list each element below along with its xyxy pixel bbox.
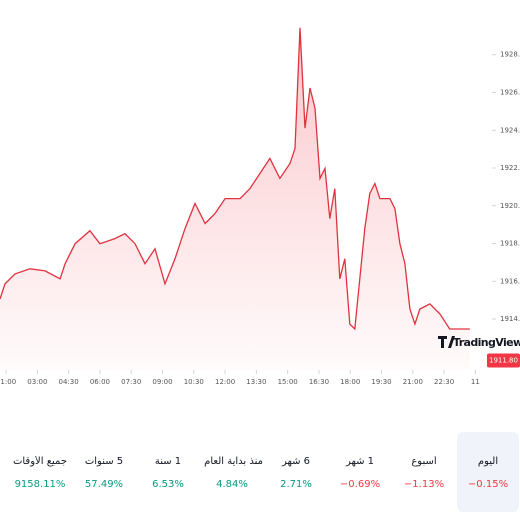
period-change: 4.84% [216,479,248,490]
x-tick-label: 15:00 [278,378,298,386]
x-tick-label: 19:30 [371,378,391,386]
period-name: منذ بداية العام حتى اليوم [201,456,263,467]
x-tick-label: 04:30 [59,378,79,386]
period-change: 57.49% [84,479,124,490]
x-tick-label: 16:30 [309,378,329,386]
period-name: اليوم [477,456,499,467]
period-name: 6 شهر [281,456,311,467]
x-tick-label: 07:30 [121,378,141,386]
x-tick-label: 10:30 [184,378,204,386]
y-tick-label: 1922.00 [500,164,520,172]
y-tick-label: 1920.00 [500,202,520,210]
x-tick-label: 11 [471,378,480,386]
logo: TradingView [453,336,520,349]
y-tick-label: 1926.00 [500,89,520,97]
y-tick-label: 1928.00 [500,51,520,59]
chart: 1914.00 1916.00 1918.00 1920.00 1922.00 1924.… [0,27,520,386]
period-tab[interactable]: أسبوع −1.13% [393,432,455,512]
period-tab[interactable]: 1 سنة 6.53% [137,432,199,512]
period-name: جميع الأوقات [12,456,68,467]
period-change: 9158.11% [14,479,66,490]
period-change: 2.71% [280,479,312,490]
period-tab[interactable]: اليوم −0.15% [457,432,519,512]
period-tab[interactable]: 6 شهر 2.71% [265,432,327,512]
period-tabs: اليوم −0.15% أسبوع −1.13% 1 شهر −0.69% 6 شهر 2.… [0,432,520,512]
x-tick-label: 21:00 [403,378,423,386]
y-tick-label: 1924.00 [500,126,520,134]
period-tab[interactable]: منذ بداية العام حتى اليوم 4.84% [201,432,263,512]
last-price-label: 1911.80 [489,357,518,365]
x-tick-label: 22:30 [434,378,454,386]
y-tick-label: 1916.00 [500,277,520,285]
x-tick-label: 01:00 [0,378,16,386]
period-tab[interactable]: 1 شهر −0.69% [329,432,391,512]
period-name: 1 سنة [154,456,182,467]
period-change: −1.13% [403,479,445,490]
period-change: −0.15% [467,479,509,490]
x-tick-label: 12:00 [215,378,235,386]
period-change: −0.69% [339,479,381,490]
period-name: 5 سنوات [84,456,124,467]
period-tab[interactable]: 5 سنوات 57.49% [73,432,135,512]
y-tick-label: 1914.00 [500,315,520,323]
x-tick-label: 09:00 [152,378,172,386]
x-tick-label: 13:30 [246,378,266,386]
x-tick-label: 06:00 [90,378,110,386]
x-tick-label: 18:00 [340,378,360,386]
logo-icon [438,336,455,348]
price-line [0,27,470,331]
x-tick-label: 03:00 [27,378,47,386]
period-tab[interactable]: جميع الأوقات 9158.11% [9,432,71,512]
period-change: 6.53% [152,479,184,490]
period-name: 1 شهر [345,456,375,467]
last-price-box [487,353,520,368]
y-tick-label: 1918.00 [500,240,520,248]
period-name: أسبوع [411,456,437,467]
